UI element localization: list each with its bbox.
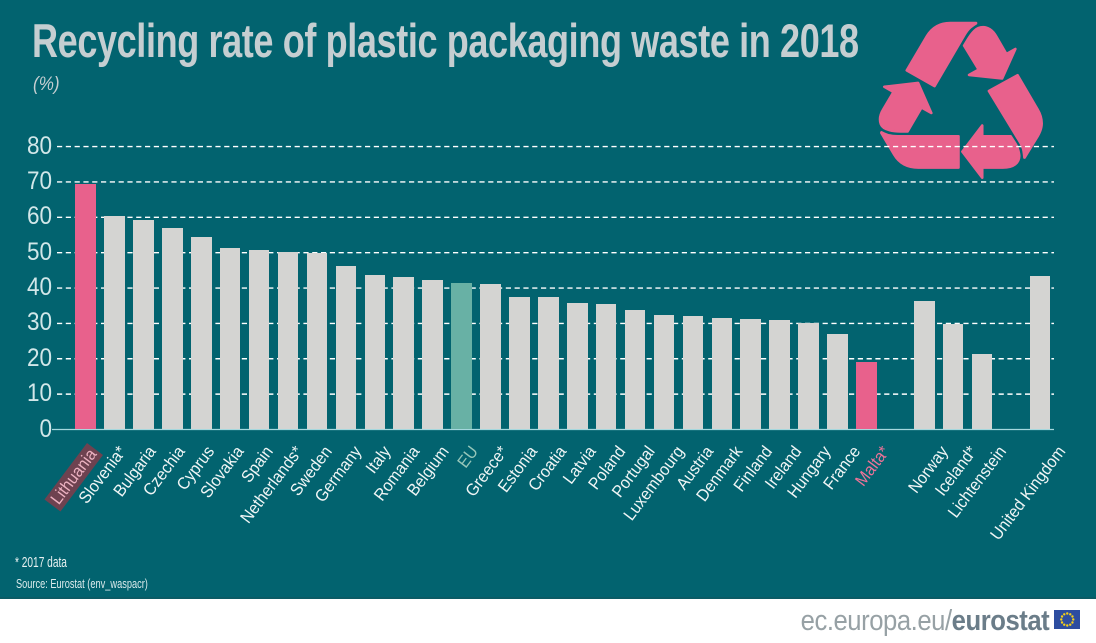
bar-denmark: [711, 318, 733, 430]
bar-croatia: [538, 297, 559, 430]
eu-flag-icon: [1053, 609, 1080, 634]
bar-bulgaria: [133, 220, 154, 430]
bar-ireland: [769, 320, 790, 430]
footer-band: [0, 599, 1096, 643]
bar-czechia: [162, 227, 183, 430]
bar-malta: [856, 361, 877, 430]
bar-hungary: [798, 323, 819, 430]
bar-netherlands: [277, 251, 299, 430]
y-axis-tick-label-80: 80: [26, 131, 52, 160]
eurostat-url-bold: eurostat: [951, 605, 1050, 637]
eurostat-url-regular: ec.europa.eu/: [800, 605, 952, 637]
bar-luxembourg: [653, 315, 675, 430]
eurostat-logo: ec.europa.eu/eurostat: [773, 605, 1080, 638]
bar-iceland: [942, 323, 964, 430]
bar-lithuania: [75, 184, 96, 430]
bar-portugal: [624, 309, 646, 430]
bar-norway: [913, 301, 935, 430]
eu-flag-svg: [1053, 609, 1080, 629]
chart-title: Recycling rate of plastic packaging wast…: [32, 14, 859, 67]
bar-germany: [335, 265, 357, 430]
bar-sweden: [306, 253, 328, 430]
bar-lichtenstein: [971, 354, 993, 430]
bar-italy: [364, 274, 386, 430]
bar-estonia: [509, 296, 530, 430]
chart-unit-label: (%): [33, 74, 60, 95]
y-axis-tick-label-50: 50: [26, 237, 52, 266]
footnote-source: Source: Eurostat (env_waspacr): [16, 576, 148, 591]
bar-austria: [682, 315, 704, 430]
y-axis-tick-label-60: 60: [26, 202, 52, 231]
bar-poland: [595, 303, 617, 430]
y-axis-tick-label-40: 40: [26, 273, 52, 302]
bar-cyprus: [190, 237, 212, 430]
bar-latvia: [566, 303, 588, 430]
bar-greece: [480, 283, 501, 430]
y-axis-tick-label-20: 20: [26, 343, 52, 372]
bar-finland: [740, 319, 762, 430]
bar-romania: [393, 277, 414, 430]
bar-united-kingdom: [1029, 275, 1051, 430]
y-axis-tick-label-10: 10: [26, 379, 52, 408]
bar-eu: [451, 282, 472, 430]
bar-france: [827, 334, 848, 430]
footnote-2017-data: * 2017 data: [15, 555, 67, 571]
eurostat-url: ec.europa.eu/eurostat: [801, 605, 1050, 638]
y-axis-tick-label-30: 30: [26, 308, 52, 337]
bar-slovakia: [219, 247, 241, 430]
bar-belgium: [422, 279, 443, 430]
y-axis-tick-label-0: 0: [39, 414, 52, 443]
bar-spain: [248, 250, 270, 430]
bar-slovenia: [104, 215, 125, 430]
y-axis-tick-label-70: 70: [26, 166, 52, 195]
